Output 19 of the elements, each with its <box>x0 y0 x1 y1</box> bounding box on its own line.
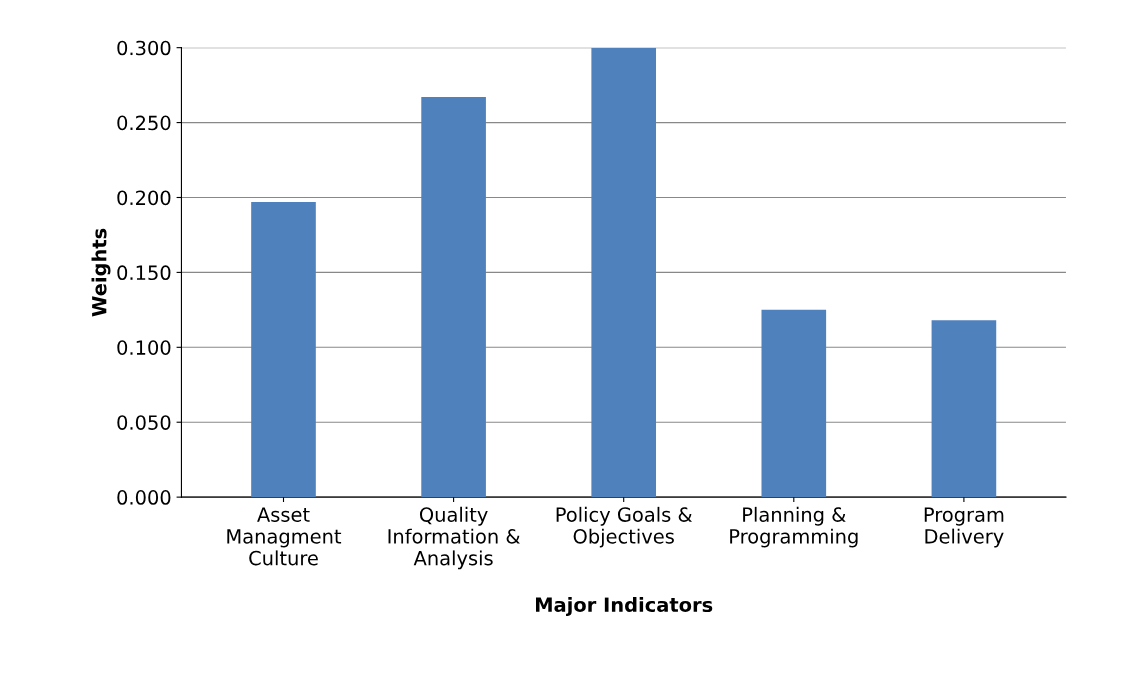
y-tick-label: 0.250 <box>117 115 171 131</box>
y-tick-label: 0.050 <box>117 415 171 430</box>
x-tick-label: Policy Goals & Objectives <box>556 506 693 548</box>
x-tick-label: Program Delivery <box>924 507 1004 548</box>
y-tick-label: 0.300 <box>117 40 171 56</box>
y-tick-label: 0.000 <box>117 490 171 505</box>
x-axis-title: Major Indicators <box>536 597 713 616</box>
bar <box>761 309 827 498</box>
bar <box>591 47 657 498</box>
y-tick-label: 0.150 <box>117 265 171 281</box>
x-tick-label: Planning & Programming <box>730 506 858 548</box>
bar <box>931 320 997 498</box>
y-tick-label: 0.200 <box>117 190 171 206</box>
x-tick-label: Asset Managment Culture <box>227 507 342 566</box>
bar <box>421 97 486 498</box>
y-axis-title: Weights <box>91 228 111 317</box>
bar <box>251 201 316 498</box>
x-tick-label: Quality Information & Analysis <box>388 506 520 570</box>
y-tick-label: 0.100 <box>117 340 171 355</box>
